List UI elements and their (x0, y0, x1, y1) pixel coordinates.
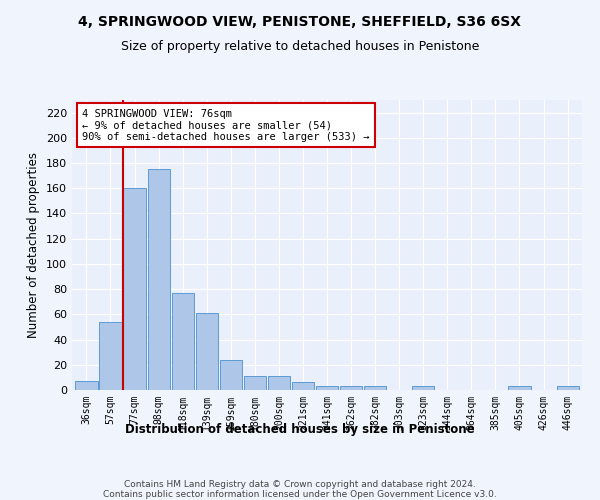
Text: Contains HM Land Registry data © Crown copyright and database right 2024.
Contai: Contains HM Land Registry data © Crown c… (103, 480, 497, 500)
Bar (124, 188, 146, 390)
Bar (316, 386, 338, 390)
Bar (508, 386, 530, 390)
Bar (100, 322, 122, 390)
Bar (172, 293, 194, 390)
Text: 4, SPRINGWOOD VIEW, PENISTONE, SHEFFIELD, S36 6SX: 4, SPRINGWOOD VIEW, PENISTONE, SHEFFIELD… (79, 15, 521, 29)
Bar (76, 381, 98, 390)
Bar (340, 386, 362, 390)
Bar (196, 313, 218, 390)
Bar (364, 386, 386, 390)
Text: Distribution of detached houses by size in Penistone: Distribution of detached houses by size … (125, 422, 475, 436)
Text: 4 SPRINGWOOD VIEW: 76sqm
← 9% of detached houses are smaller (54)
90% of semi-de: 4 SPRINGWOOD VIEW: 76sqm ← 9% of detache… (82, 108, 370, 142)
Bar (292, 382, 314, 390)
Bar (148, 170, 170, 390)
Bar (220, 360, 242, 390)
Text: Size of property relative to detached houses in Penistone: Size of property relative to detached ho… (121, 40, 479, 53)
Bar (412, 386, 434, 390)
Bar (268, 376, 290, 390)
Bar (244, 376, 266, 390)
Bar (557, 386, 578, 390)
Y-axis label: Number of detached properties: Number of detached properties (28, 152, 40, 338)
